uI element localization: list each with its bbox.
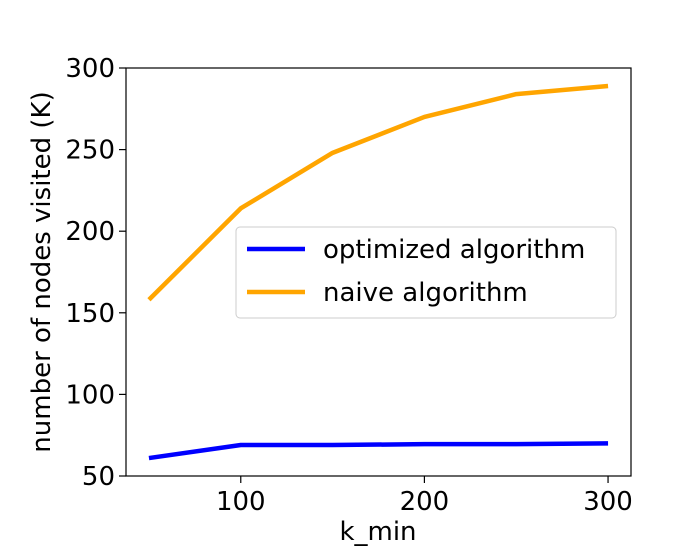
legend-label-naive: naive algorithm (323, 278, 528, 308)
y-tick-label: 200 (65, 217, 115, 247)
y-tick-label: 100 (65, 380, 115, 410)
y-axis-label: number of nodes visited (K) (27, 91, 57, 452)
legend-box (235, 226, 617, 319)
y-tick-label: 300 (65, 54, 115, 84)
y-tick-label: 50 (82, 462, 115, 492)
y-tick-label: 150 (65, 299, 115, 329)
series-line-0 (148, 441, 609, 461)
x-tick-label: 300 (583, 487, 633, 517)
legend: optimized algorithm naive algorithm (235, 226, 617, 319)
legend-label-optimized: optimized algorithm (323, 235, 585, 265)
x-tick-label: 100 (216, 487, 266, 517)
x-tick-label: 200 (400, 487, 450, 517)
x-axis-label: k_min (339, 517, 416, 547)
series-line-1 (147, 83, 609, 302)
ticks-layer: 100 200 300 50 100 150 200 250 300 (65, 54, 633, 517)
y-tick-label: 250 (65, 136, 115, 166)
plot-frame (125, 67, 632, 477)
series-layer (147, 83, 609, 461)
